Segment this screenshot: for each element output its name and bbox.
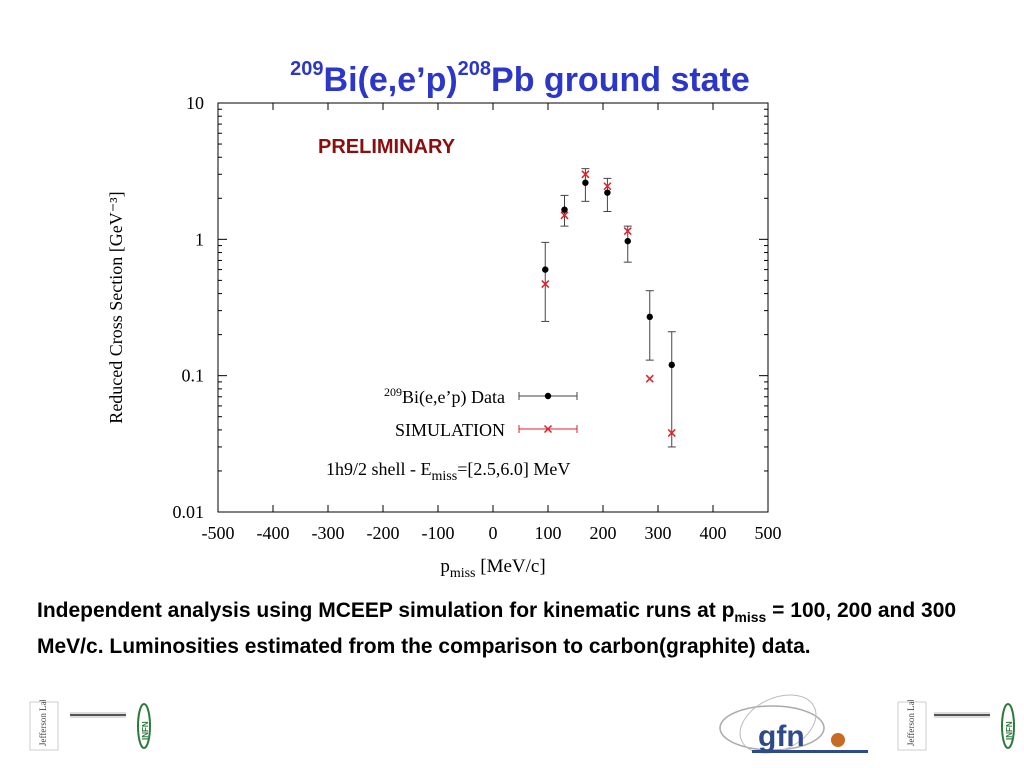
data-point — [582, 179, 589, 186]
simulation-point — [541, 280, 550, 289]
y-tick-label: 10 — [186, 93, 204, 113]
data-point — [542, 266, 549, 273]
x-tick-label: -300 — [312, 523, 345, 543]
gfn-logo: gfn — [719, 694, 868, 754]
caption-subscript: miss — [734, 609, 767, 626]
slide-caption: Independent analysis using MCEEP simulat… — [37, 596, 987, 662]
data-point — [646, 313, 653, 321]
cross-section-chart: -500 -400 -300 -200 -100 0 100 200 300 400 500 0.01… — [106, 93, 782, 581]
legend-marker-1 — [543, 424, 553, 434]
data-point — [668, 361, 675, 369]
x-tick-label: -200 — [367, 523, 400, 543]
jefferson-lab-logo-left: Jefferson Lab — [29, 700, 59, 751]
infn-logo-left: INFN — [137, 703, 151, 749]
legend-marker-0 — [544, 392, 552, 400]
y-axis-label: Reduced Cross Section [GeV⁻³] — [106, 191, 126, 423]
simulation-point — [645, 374, 654, 383]
title-reaction: Bi(e,e’p) — [323, 61, 458, 99]
shell-annotation: 1h9/2 shell - Emiss=[2.5,6.0] MeV — [326, 459, 570, 484]
y-tick-label: 1 — [195, 229, 204, 249]
simulation-point — [560, 211, 569, 220]
x-tick-label: -100 — [422, 523, 455, 543]
x-tick-label: 300 — [645, 523, 672, 543]
x-tick-label: -500 — [202, 523, 235, 543]
caption-text-end: = 100, 200 and 300 MeV/c. Luminosities e… — [37, 599, 957, 659]
preliminary-label: PRELIMINARY — [318, 136, 456, 158]
caption-text-start: Independent analysis using MCEEP simulat… — [37, 599, 735, 622]
plot-frame — [217, 102, 769, 513]
x-tick-label: 100 — [535, 523, 562, 543]
simulation-point — [667, 428, 676, 437]
lab-title-logo-right — [934, 712, 990, 718]
infn-label: INFN — [1005, 721, 1014, 740]
data-point — [561, 206, 568, 213]
legend-label-1: SIMULATION — [395, 420, 505, 440]
jefferson-lab-label: Jefferson Lab — [906, 700, 916, 746]
simulation-point — [603, 182, 612, 191]
title-residual: Pb ground state — [491, 61, 750, 99]
x-tick-label: 0 — [489, 523, 498, 543]
data-point — [624, 237, 631, 245]
slide-title: 209Bi(e,e’p)208Pb ground state — [270, 52, 770, 108]
infn-logo-right: INFN — [1001, 703, 1015, 749]
infn-label: INFN — [141, 721, 150, 740]
y-tick-label: 0.01 — [173, 502, 205, 522]
x-tick-label: 400 — [700, 523, 727, 543]
x-tick-label: -400 — [257, 523, 290, 543]
legend-label-0: 209Bi(e,e’p) Data — [384, 385, 505, 408]
x-tick-label: 200 — [590, 523, 617, 543]
title-mass-number-208: 208 — [457, 58, 492, 80]
title-mass-number-209: 209 — [290, 58, 324, 80]
gfn-label: gfn — [758, 720, 805, 753]
x-tick-label: 500 — [755, 523, 782, 543]
y-tick-label: 0.1 — [182, 366, 205, 386]
simulation-point — [623, 227, 632, 236]
jefferson-lab-label: Jefferson Lab — [38, 700, 48, 746]
data-point — [604, 189, 611, 196]
lab-title-logo-left — [70, 712, 126, 718]
x-axis-label: pmiss [MeV/c] — [440, 556, 545, 581]
simulation-point — [581, 170, 590, 179]
jefferson-lab-logo-right: Jefferson Lab — [897, 700, 927, 751]
